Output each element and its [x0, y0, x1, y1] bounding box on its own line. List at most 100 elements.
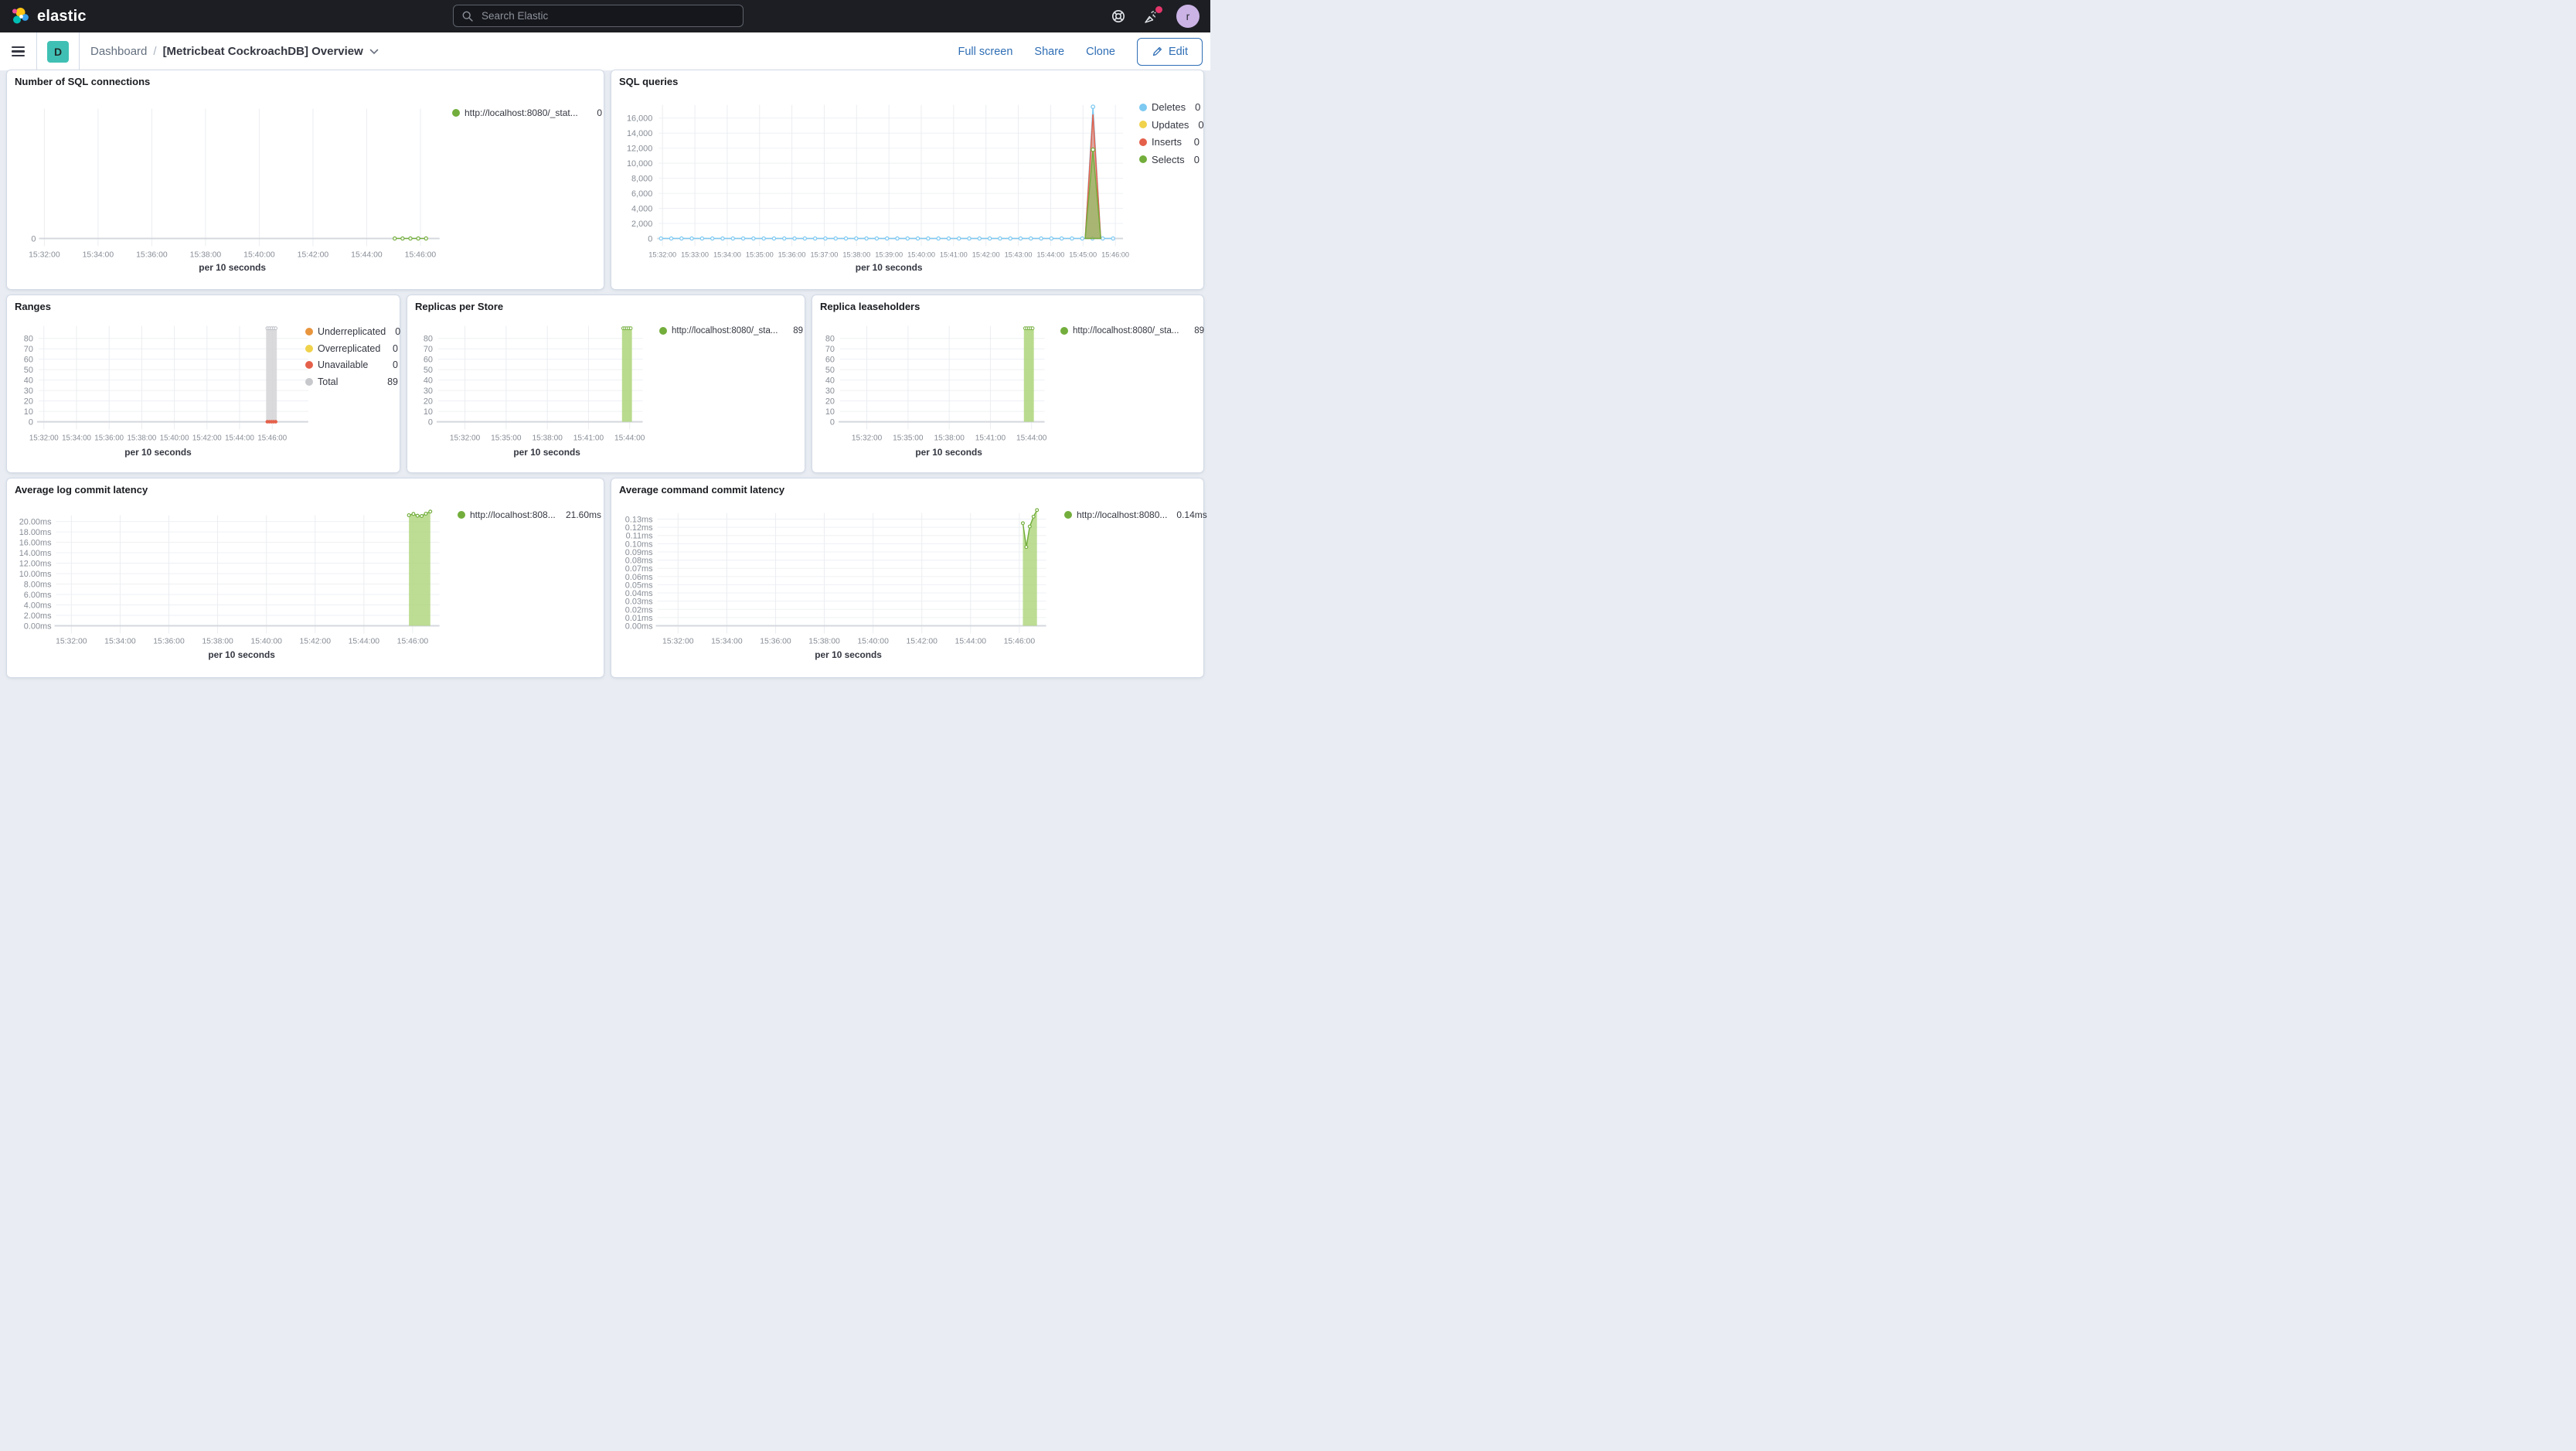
svg-text:6,000: 6,000	[631, 189, 652, 199]
svg-text:60: 60	[825, 356, 835, 365]
legend-item[interactable]: Inserts 0	[1139, 136, 1200, 148]
svg-text:12.00ms: 12.00ms	[19, 560, 52, 569]
news-button[interactable]	[1143, 5, 1162, 25]
svg-text:40: 40	[825, 376, 835, 386]
help-button[interactable]	[1111, 9, 1126, 24]
legend-series-value: 0	[1195, 101, 1201, 113]
svg-text:15:36:00: 15:36:00	[153, 637, 185, 645]
svg-text:15:35:00: 15:35:00	[746, 250, 774, 258]
svg-text:15:40:00: 15:40:00	[907, 250, 935, 258]
svg-text:15:32:00: 15:32:00	[29, 434, 59, 442]
chart-legend: http://localhost:8080/_sta... 89	[659, 326, 803, 336]
legend-series-dot	[305, 377, 313, 386]
svg-text:0.13ms: 0.13ms	[625, 515, 653, 524]
panel-title: Ranges	[15, 301, 51, 312]
legend-item[interactable]: http://localhost:8080/_sta... 89	[1060, 326, 1204, 336]
chart-legend: Underreplicated 0 Overreplicated 0 Unavailab…	[305, 326, 401, 387]
legend-series-value: 89	[793, 326, 803, 336]
page-title: [Metricbeat CockroachDB] Overview	[162, 45, 363, 58]
svg-text:15:38:00: 15:38:00	[532, 434, 563, 442]
legend-item[interactable]: Unavailable 0	[305, 359, 398, 370]
panel-avg-log-commit-latency: Average log commit latency 0.00ms 2.00ms 4.…	[6, 478, 604, 678]
svg-text:15:40:00: 15:40:00	[857, 637, 889, 645]
legend-series-value: 0	[395, 326, 401, 337]
legend-item[interactable]: http://localhost:8080... 0.14ms	[1064, 509, 1207, 520]
clone-button[interactable]: Clone	[1086, 45, 1115, 58]
svg-text:15:32:00: 15:32:00	[852, 434, 883, 442]
panel-sql-connections: Number of SQL connections 0 15:32:00 15:34:…	[6, 70, 604, 290]
svg-text:0: 0	[29, 418, 33, 427]
svg-text:80: 80	[424, 335, 433, 344]
divider	[79, 32, 80, 70]
svg-text:15:40:00: 15:40:00	[160, 434, 189, 442]
svg-text:15:39:00: 15:39:00	[875, 250, 903, 258]
legend-series-value: 0	[1193, 136, 1200, 148]
breadcrumb-dashboard-link[interactable]: Dashboard	[90, 45, 148, 58]
menu-toggle-button[interactable]	[0, 46, 36, 57]
svg-text:0.00ms: 0.00ms	[625, 622, 653, 631]
svg-text:15:32:00: 15:32:00	[450, 434, 481, 442]
toolbar-actions: Full screen Share Clone Edit	[958, 32, 1203, 70]
svg-text:15:36:00: 15:36:00	[94, 434, 124, 442]
svg-text:0.01ms: 0.01ms	[625, 614, 653, 623]
legend-series-label: Selects	[1152, 153, 1185, 165]
panel-title: Replicas per Store	[415, 301, 504, 312]
legend-item[interactable]: http://localhost:8080/_sta... 89	[659, 326, 803, 336]
svg-text:0: 0	[648, 234, 652, 244]
legend-item[interactable]: Total 89	[305, 376, 398, 387]
user-avatar[interactable]: r	[1176, 5, 1200, 28]
svg-text:15:32:00: 15:32:00	[56, 637, 87, 645]
legend-series-value: 0	[1193, 153, 1200, 165]
svg-text:15:44:00: 15:44:00	[225, 434, 254, 442]
svg-text:40: 40	[424, 376, 433, 386]
legend-series-value: 0	[393, 342, 398, 354]
svg-text:0.12ms: 0.12ms	[625, 523, 653, 533]
global-search[interactable]	[453, 5, 744, 27]
svg-text:16.00ms: 16.00ms	[19, 539, 52, 548]
svg-text:15:35:00: 15:35:00	[491, 434, 522, 442]
full-screen-button[interactable]: Full screen	[958, 45, 1013, 58]
elastic-logo[interactable]: elastic	[0, 6, 87, 26]
chart-legend: Deletes 0 Updates 0 Inserts 0 Selects 0	[1139, 101, 1204, 165]
dashboard-toolbar: D Dashboard / [Metricbeat CockroachDB] O…	[0, 32, 1210, 70]
legend-series-label: http://localhost:8080/_sta...	[1073, 326, 1179, 336]
svg-text:15:34:00: 15:34:00	[711, 637, 743, 645]
panel-avg-command-commit-latency: Average command commit latency 0.00ms 0.01…	[611, 478, 1207, 678]
svg-text:0.11ms: 0.11ms	[626, 532, 654, 541]
legend-series-value: 0	[1198, 118, 1204, 131]
legend-item[interactable]: http://localhost:808... 21.60ms	[458, 509, 601, 520]
svg-text:30: 30	[424, 387, 433, 396]
legend-item[interactable]: Deletes 0	[1139, 101, 1200, 113]
search-input[interactable]	[480, 9, 735, 22]
legend-item[interactable]: http://localhost:8080/_stat... 0	[452, 107, 602, 118]
svg-text:0.10ms: 0.10ms	[625, 540, 653, 549]
panel-ranges: Ranges 0 10 20 30 40 50 60 70 80 15:32:00 15:34:00 1…	[6, 295, 400, 473]
legend-item[interactable]: Selects 0	[1139, 154, 1200, 165]
legend-series-label: http://localhost:8080/_stat...	[464, 107, 578, 118]
legend-series-dot	[1139, 121, 1147, 128]
svg-text:0.04ms: 0.04ms	[625, 589, 653, 598]
dashboard-app-badge[interactable]: D	[47, 40, 69, 63]
svg-text:15:32:00: 15:32:00	[29, 250, 60, 259]
svg-text:15:42:00: 15:42:00	[192, 434, 222, 442]
panel-replica-leaseholders: Replica leaseholders 0 10 20 30 40 50 60 70 80 15:…	[812, 295, 1204, 473]
legend-series-value: 0	[597, 107, 602, 118]
legend-series-label: Updates	[1152, 118, 1189, 131]
legend-series-dot	[305, 328, 313, 336]
svg-text:0.08ms: 0.08ms	[625, 557, 653, 566]
party-popper-icon	[1145, 10, 1156, 23]
legend-item[interactable]: Overreplicated 0	[305, 343, 398, 354]
edit-button[interactable]: Edit	[1137, 37, 1203, 66]
svg-text:per 10 seconds: per 10 seconds	[124, 447, 192, 458]
svg-text:0.02ms: 0.02ms	[625, 605, 653, 615]
svg-text:10,000: 10,000	[627, 159, 652, 169]
legend-series-dot	[1139, 138, 1147, 146]
svg-text:4,000: 4,000	[631, 205, 652, 214]
svg-text:15:44:00: 15:44:00	[1036, 250, 1064, 258]
share-button[interactable]: Share	[1034, 45, 1065, 58]
legend-item[interactable]: Updates 0	[1139, 118, 1204, 131]
svg-text:50: 50	[24, 366, 33, 375]
svg-text:50: 50	[424, 366, 433, 375]
legend-item[interactable]: Underreplicated 0	[305, 326, 401, 337]
chevron-down-icon[interactable]	[369, 49, 379, 55]
